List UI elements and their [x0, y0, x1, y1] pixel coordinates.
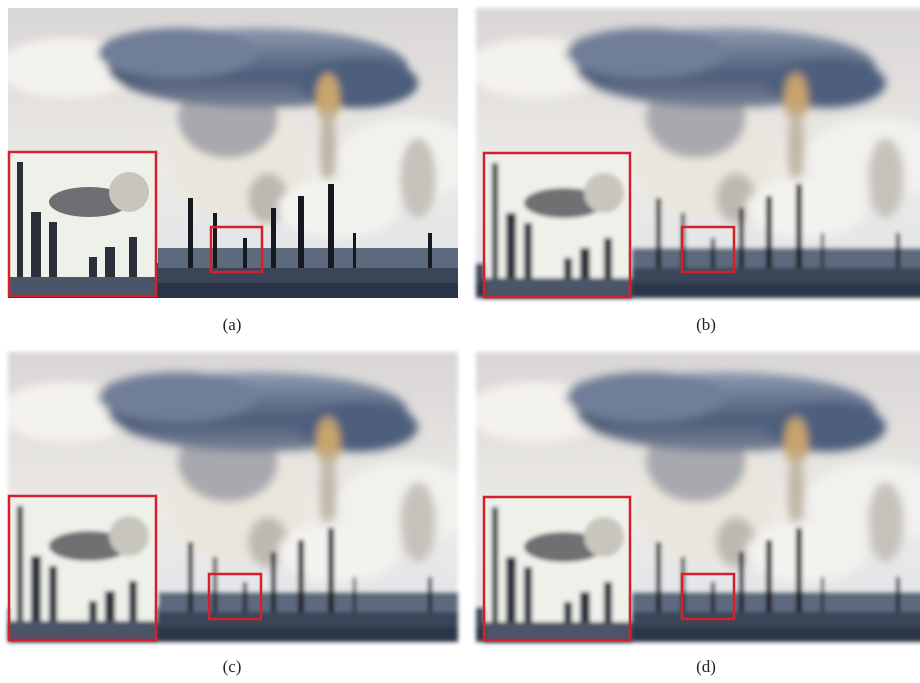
figure: (a) (b) (c) (d) — [0, 0, 920, 678]
zoom-inset — [484, 153, 632, 298]
caption: (c) — [223, 657, 242, 676]
page: (a) (b) (c) (d) (() => { const data = JS… — [0, 0, 920, 678]
caption: (a) — [223, 315, 242, 334]
caption: (b) — [696, 315, 716, 334]
zoom-inset — [9, 496, 157, 641]
caption: (d) — [696, 657, 716, 676]
zoom-inset — [9, 152, 157, 297]
zoom-inset — [484, 497, 632, 642]
